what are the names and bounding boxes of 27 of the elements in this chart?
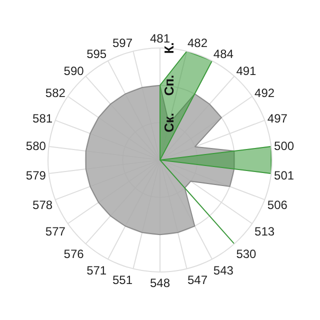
spoke-label: 501: [274, 168, 294, 182]
y-tick-label: Ск.: [162, 112, 176, 132]
spoke-label: 576: [64, 246, 84, 261]
spoke-label: 547: [187, 273, 208, 288]
spoke-label: 580: [26, 139, 46, 154]
spoke-label: 590: [64, 64, 84, 78]
spoke-label: 500: [274, 139, 294, 154]
spoke-label: 571: [86, 263, 107, 278]
spoke-label: 492: [254, 86, 275, 100]
spoke-label: 551: [112, 273, 133, 288]
spoke-label: 578: [32, 198, 53, 212]
spoke-label: 597: [112, 36, 133, 50]
spoke-label: 491: [236, 64, 257, 78]
spoke-label: 582: [45, 86, 66, 100]
spoke-label: 543: [213, 263, 234, 278]
spoke-label: 548: [150, 276, 170, 290]
spoke-label: 497: [267, 111, 288, 126]
spoke-label: 595: [86, 47, 107, 62]
spoke-label: 530: [236, 246, 257, 261]
spoke-label: 513: [254, 224, 275, 239]
spoke-label: 577: [45, 224, 66, 239]
spoke-label: 579: [26, 168, 46, 182]
spoke-label: 506: [267, 198, 288, 212]
spoke-label: 482: [187, 36, 208, 50]
spoke-label: 581: [32, 111, 53, 126]
y-tick-label: Сп.: [162, 74, 176, 96]
spoke-label: 484: [213, 47, 234, 62]
